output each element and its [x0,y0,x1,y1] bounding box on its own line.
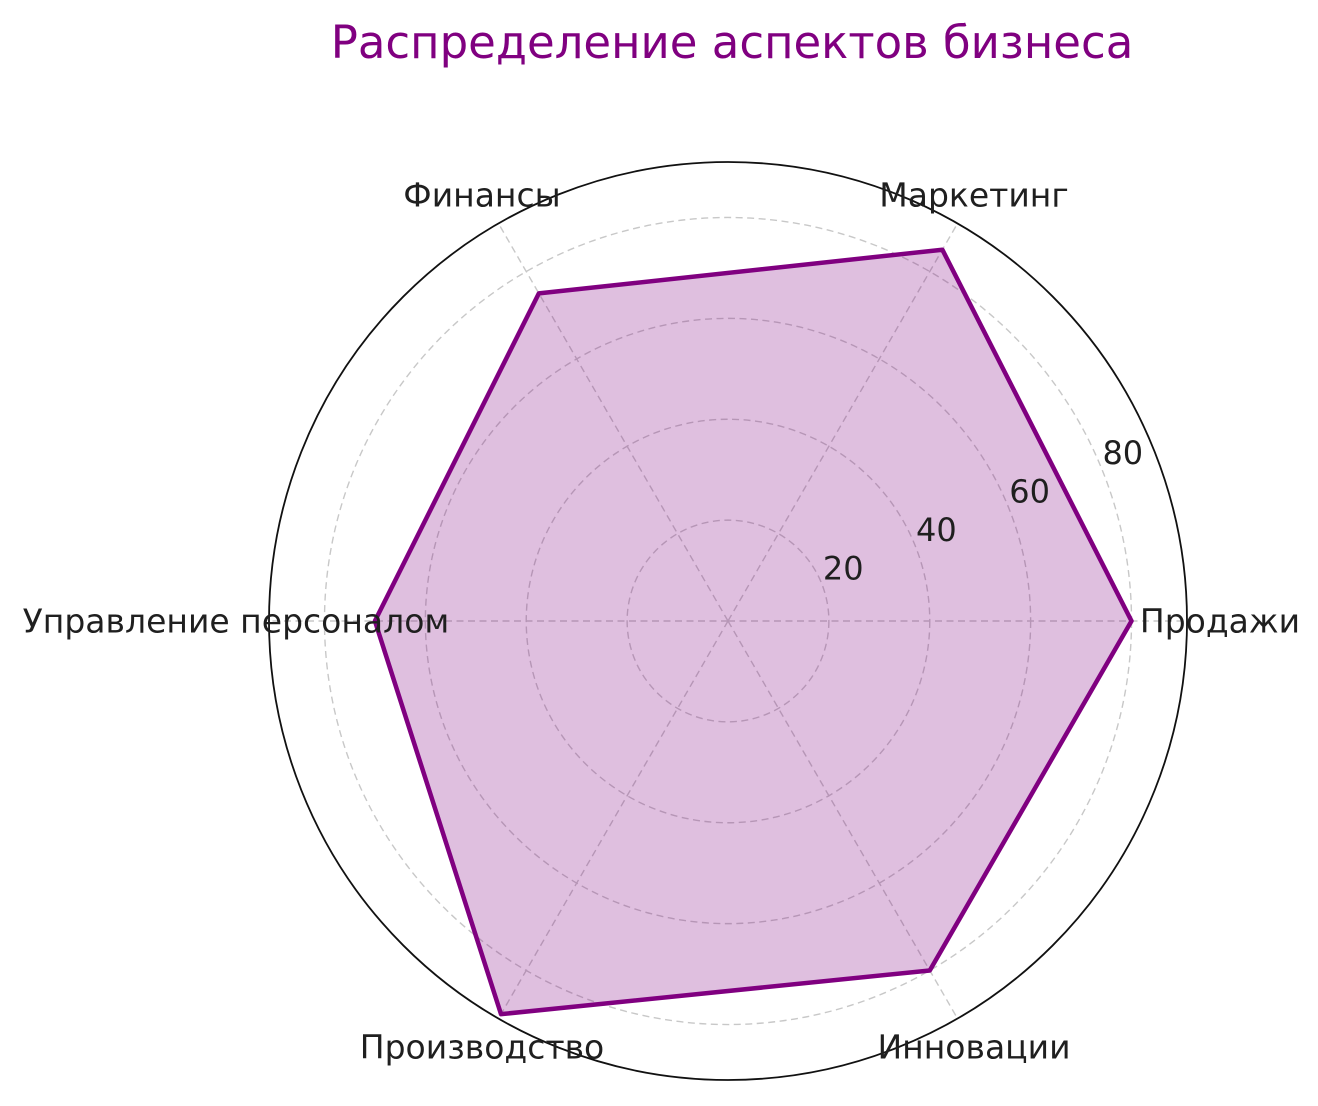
r-tick-labels: 20 40 60 80 [823,434,1143,588]
r-tick-label-40: 40 [916,511,957,549]
axis-spoke-1 [727,223,959,622]
r-tick-label-80: 80 [1102,434,1143,472]
chart-title: Распределение аспектов бизнеса [331,16,1134,69]
category-label-0: Продажи [1140,602,1300,641]
axis-spoke-2 [497,223,729,622]
axis-spoke-5 [727,620,959,1019]
r-tick-label-20: 20 [823,550,864,588]
r-tick-label-60: 60 [1009,472,1050,510]
category-labels: Продажи Маркетинг Финансы Управление персон… [23,175,1300,1066]
r-gridline-20 [626,519,830,723]
category-label-1: Маркетинг [879,175,1068,214]
polar-outline [268,161,1188,1081]
category-label-2: Финансы [403,175,560,214]
axis-spoke-4 [497,620,729,1019]
category-label-5: Инновации [877,1028,1070,1067]
data-polygon [372,247,1134,1017]
category-label-4: Производство [360,1028,604,1067]
category-label-3: Управление персоналом [23,602,450,641]
